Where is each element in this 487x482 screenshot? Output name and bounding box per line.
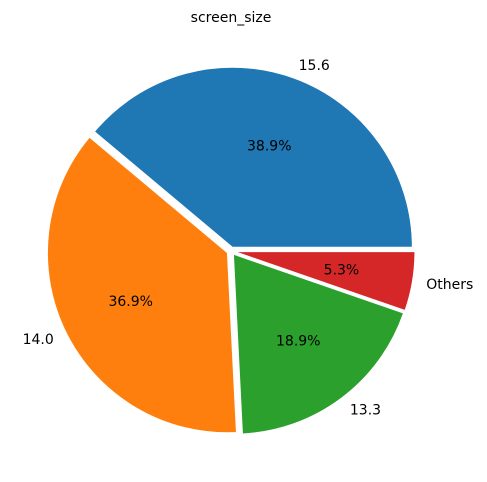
pie-slice-others (234, 251, 416, 312)
chart-title: screen_size (191, 10, 272, 26)
pie-category-label: 13.3 (350, 402, 381, 418)
pie-percent-label: 36.9% (108, 294, 152, 310)
pie-percent-label: 5.3% (324, 263, 360, 279)
pie-slice-14-0 (46, 136, 237, 434)
pie-slice-15-6 (93, 66, 413, 248)
pie-category-label: Others (426, 277, 473, 293)
pie-percent-label: 38.9% (247, 139, 291, 155)
pie-labels: 38.9% 15.6 36.9% 14.0 18.9% 13.3 5.3% Others (23, 58, 474, 418)
pie-slices (46, 66, 416, 435)
pie-category-label: 15.6 (299, 58, 330, 74)
pie-category-label: 14.0 (23, 332, 54, 348)
pie-percent-label: 18.9% (276, 334, 320, 350)
pie-slice-13-3 (232, 253, 405, 435)
